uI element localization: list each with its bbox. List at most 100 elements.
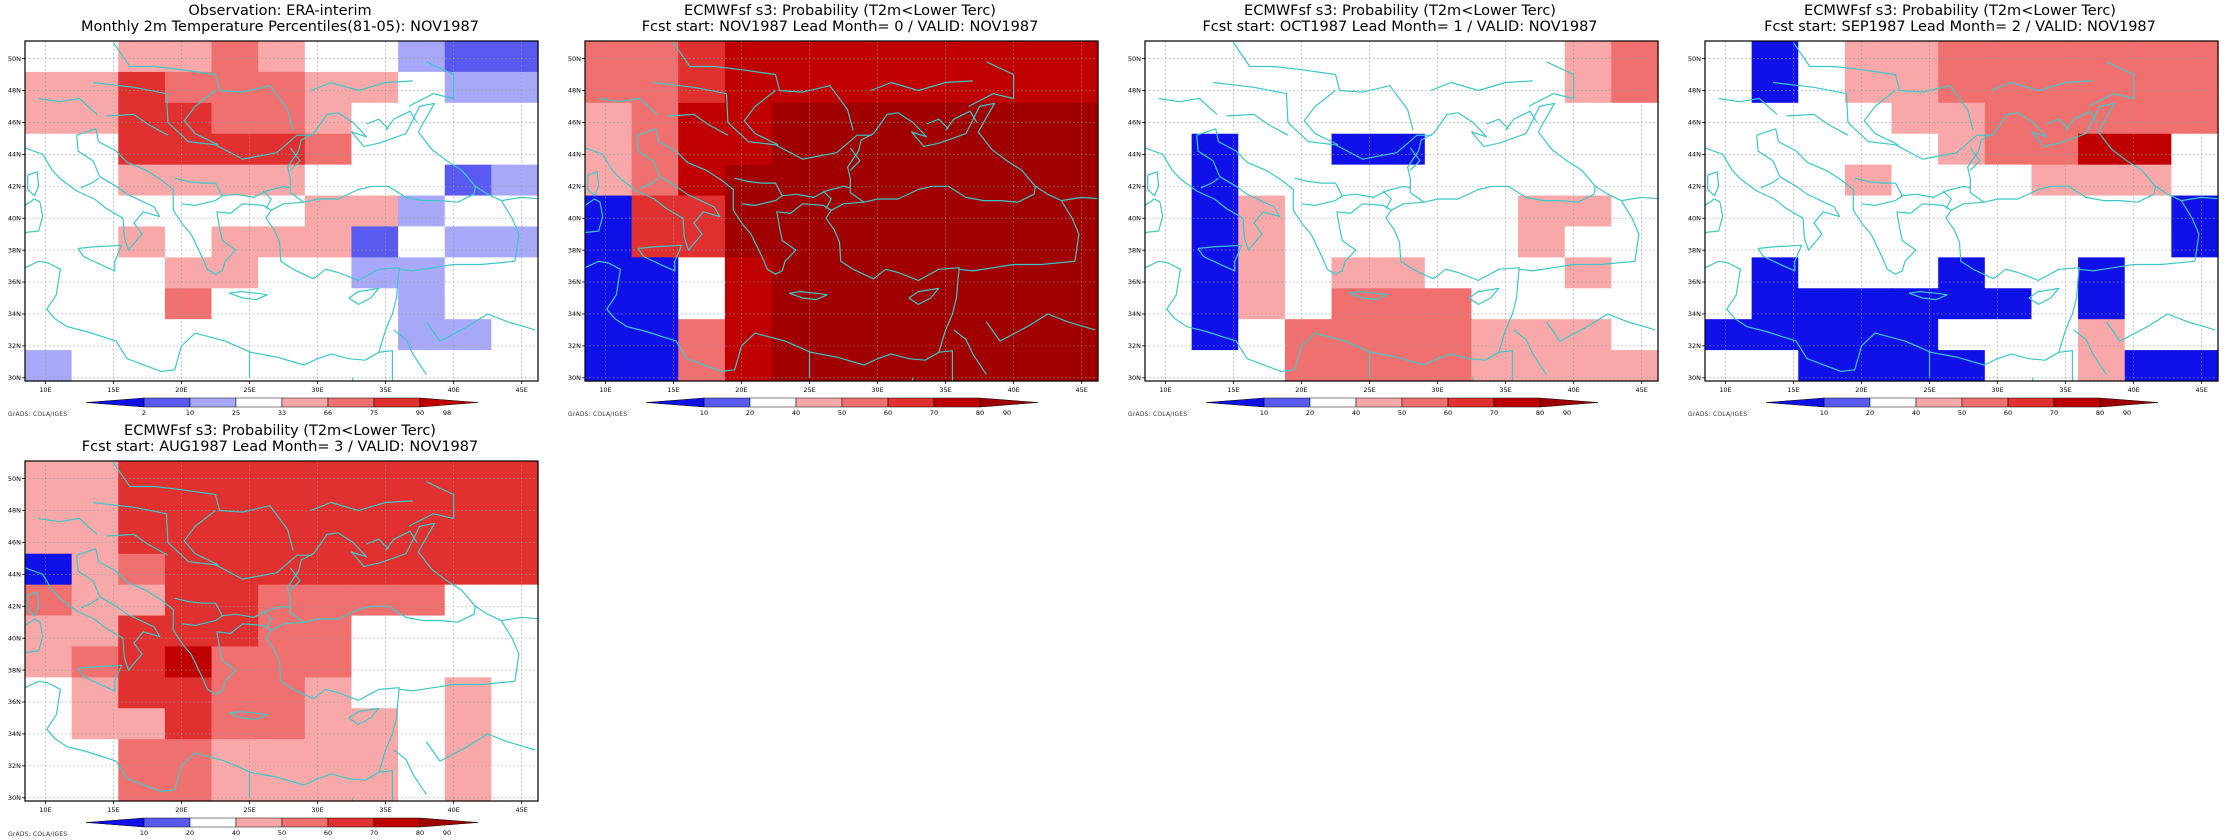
grid-cell: [1611, 195, 1659, 228]
grid-cell: [491, 133, 539, 166]
grid-cell: [164, 350, 213, 382]
grid-cell: [444, 164, 492, 197]
coastline: [1519, 260, 1635, 272]
coastline: [945, 110, 978, 131]
grid-cell: [351, 677, 399, 709]
grid-cell: [71, 461, 119, 493]
lon-label: 20E: [735, 386, 747, 394]
colorbar-tick-label: 70: [930, 409, 938, 417]
grid-cell: [491, 461, 539, 493]
lat-label: 36N: [8, 698, 21, 706]
grid-cell: [2124, 350, 2172, 382]
coastline: [475, 185, 520, 262]
grid-cell: [164, 491, 213, 524]
colorbar-tick-label: 2: [142, 409, 146, 417]
coastlines: [25, 42, 538, 381]
grid-cell: [1471, 41, 1519, 73]
coastline: [1145, 135, 1281, 251]
grid-cell: [444, 553, 492, 586]
grid-cell: [1844, 102, 1893, 135]
coastline: [25, 198, 44, 234]
coastline: [25, 135, 161, 251]
grid-cell: [958, 350, 1006, 382]
colorbar-segment: [1309, 397, 1357, 408]
coastline: [501, 196, 538, 202]
grid-cell: [2031, 257, 2079, 289]
panel-subtitle: Fcst start: NOV1987 Lead Month= 0 / VALI…: [641, 19, 1039, 35]
grid-cell: [1518, 226, 1566, 258]
colorbar-segment: [795, 397, 843, 408]
grid-cell: [211, 195, 259, 228]
coastline: [598, 97, 658, 115]
grid-cell: [1938, 133, 1986, 166]
grid-cell: [398, 133, 446, 166]
lat-label: 44N: [8, 571, 21, 579]
grid-cell: [118, 739, 166, 771]
lon-label: 10E: [39, 806, 51, 814]
grid-cell: [491, 71, 539, 104]
grid-cell: [1984, 288, 2033, 320]
grid-cell: [71, 708, 119, 740]
graticule: [25, 41, 538, 381]
grid-cell: [1331, 257, 1379, 289]
grid-cell: [304, 491, 353, 524]
grid-cell: [351, 522, 399, 555]
colorbar-tick-label: 80: [2096, 409, 2104, 417]
grid-cell: [2171, 133, 2219, 166]
coastline: [1232, 42, 1414, 131]
grid-cell: [25, 257, 73, 289]
coastline: [1391, 102, 1596, 211]
grid-cell: [444, 584, 492, 617]
grid-cell: [398, 522, 446, 555]
colorbar-segment: [1263, 397, 1311, 408]
grid-cell: [1705, 164, 1753, 197]
lon-label: 40E: [2127, 386, 2139, 394]
lat-label: 50N: [8, 55, 21, 63]
lon-label: 20E: [1855, 386, 1867, 394]
grid-cell: [1378, 102, 1426, 135]
grid-cell: [1238, 257, 1286, 289]
coastlines: [25, 462, 538, 801]
coastline: [310, 500, 413, 512]
coastline: [1226, 113, 1289, 136]
coastline: [1595, 185, 1640, 262]
grid-cell: [398, 164, 446, 197]
grid-cell: [1844, 164, 1893, 197]
coastline: [537, 569, 538, 571]
grid-cell: [1471, 350, 1519, 382]
grid-cell: [258, 522, 306, 555]
grid-cell: [1378, 195, 1426, 228]
lon-label: 20E: [1295, 386, 1307, 394]
grid-cell: [71, 553, 119, 586]
grid-cell: [444, 195, 492, 228]
lat-label: 36N: [568, 278, 581, 286]
grid-cell: [118, 257, 166, 289]
grid-cell: [1705, 41, 1753, 73]
grid-cell: [1145, 133, 1193, 166]
grid-cell: [25, 491, 73, 524]
grid-cell: [398, 553, 446, 586]
lat-label: 40N: [8, 634, 21, 642]
colorbar-tick-label: 20: [186, 829, 194, 837]
credit-label: GrADS: COLA/IGES: [1688, 411, 1748, 418]
lon-label: 10E: [39, 386, 51, 394]
grid-cell: [1471, 257, 1519, 289]
grid-cell: [398, 770, 446, 802]
coastline: [1657, 149, 1658, 151]
lat-label: 48N: [8, 87, 21, 95]
coastline: [1718, 97, 1778, 115]
colorbar-tick-label: 10: [1260, 409, 1268, 417]
grid-cell: [2171, 41, 2219, 73]
grid-cell: [1238, 319, 1286, 351]
coastline: [1061, 196, 1098, 202]
grid-cell: [118, 677, 166, 709]
grid-cell: [1145, 288, 1193, 320]
grid-cell: [818, 195, 866, 228]
grid-cell: [351, 102, 399, 135]
grid-cell: [864, 226, 913, 258]
colorbar-tick-label: 60: [1444, 409, 1452, 417]
colorbar-segment: [2053, 397, 2101, 408]
grid-cell: [1378, 319, 1426, 351]
grid-cell: [1891, 195, 1939, 228]
grid-cell: [211, 288, 259, 320]
